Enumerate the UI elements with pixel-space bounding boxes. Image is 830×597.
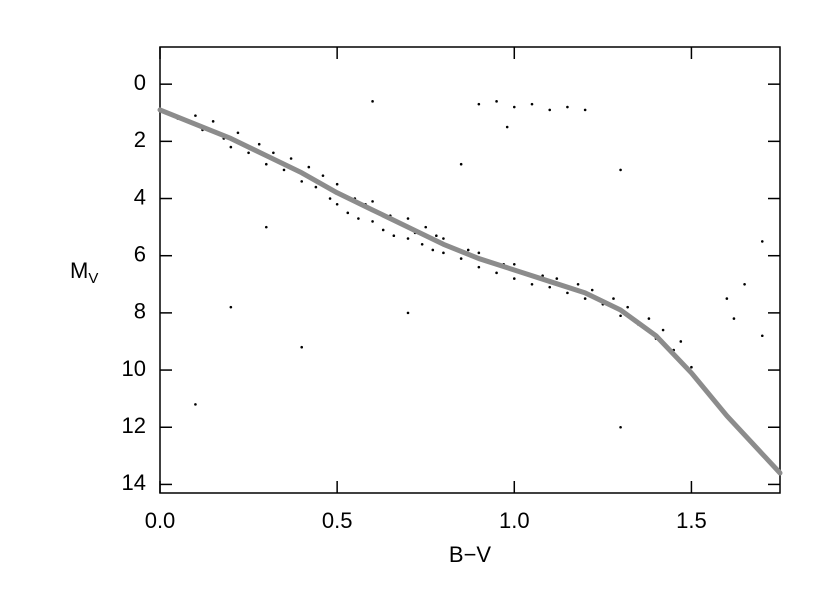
y-tick-label: 2 bbox=[134, 127, 146, 152]
star-point bbox=[435, 234, 438, 237]
star-point bbox=[300, 180, 304, 183]
star-point bbox=[371, 220, 374, 223]
star-point bbox=[612, 297, 615, 300]
y-tick-label: 12 bbox=[122, 413, 146, 438]
star-point bbox=[626, 305, 629, 309]
star-point bbox=[566, 105, 569, 109]
star-point bbox=[264, 162, 268, 166]
star-point bbox=[431, 248, 435, 252]
main-sequence-fit bbox=[157, 107, 783, 476]
star-point bbox=[583, 108, 587, 112]
star-point bbox=[590, 288, 594, 292]
star-point bbox=[555, 277, 559, 280]
star-point bbox=[236, 131, 240, 135]
star-point bbox=[690, 365, 693, 369]
star-point bbox=[530, 102, 534, 106]
star-point bbox=[566, 291, 569, 295]
star-point bbox=[760, 334, 764, 338]
y-axis-label: MV bbox=[70, 258, 98, 287]
star-point bbox=[371, 100, 374, 103]
star-point bbox=[477, 251, 481, 255]
y-tick-label: 4 bbox=[134, 184, 146, 209]
star-point bbox=[661, 328, 665, 332]
star-point bbox=[505, 125, 509, 129]
star-point bbox=[512, 105, 516, 109]
star-point bbox=[743, 282, 746, 286]
star-point bbox=[477, 102, 481, 106]
star-point bbox=[495, 100, 498, 103]
star-point bbox=[307, 165, 311, 169]
star-point bbox=[619, 314, 622, 318]
star-point bbox=[512, 277, 516, 280]
y-tick-label: 8 bbox=[134, 299, 146, 324]
x-tick-label: 0.5 bbox=[322, 508, 353, 533]
star-point bbox=[194, 403, 197, 406]
star-point bbox=[371, 200, 374, 203]
star-point bbox=[381, 228, 385, 232]
star-point bbox=[357, 217, 360, 220]
star-point bbox=[300, 345, 304, 349]
star-point bbox=[321, 174, 325, 177]
star-point bbox=[346, 211, 350, 215]
star-point bbox=[282, 168, 286, 172]
star-point bbox=[442, 251, 445, 255]
y-tick-label: 0 bbox=[134, 70, 146, 95]
star-point bbox=[732, 317, 736, 320]
star-point bbox=[459, 257, 463, 260]
star-point bbox=[335, 182, 339, 186]
x-tick-label: 1.0 bbox=[499, 508, 530, 533]
star-point bbox=[466, 248, 470, 252]
star-point bbox=[442, 237, 445, 240]
star-point bbox=[406, 311, 410, 315]
y-tick-label: 10 bbox=[122, 356, 146, 381]
star-point bbox=[392, 234, 396, 237]
star-point bbox=[512, 262, 516, 266]
star-point bbox=[725, 297, 729, 300]
star-point bbox=[328, 197, 332, 200]
plot-frame bbox=[159, 46, 781, 494]
y-tick-label: 14 bbox=[122, 470, 146, 495]
y-tick-label: 6 bbox=[134, 242, 146, 267]
star-point bbox=[247, 151, 250, 155]
star-point bbox=[647, 317, 651, 320]
star-point bbox=[619, 168, 622, 172]
star-point bbox=[264, 225, 268, 229]
star-point bbox=[420, 242, 424, 246]
star-point bbox=[314, 185, 318, 189]
star-point bbox=[424, 225, 428, 229]
star-point bbox=[194, 114, 197, 117]
star-point bbox=[548, 108, 552, 112]
star-point bbox=[406, 217, 410, 220]
y-axis-label-sub: V bbox=[88, 270, 98, 287]
star-point bbox=[679, 340, 683, 343]
star-point bbox=[477, 265, 481, 269]
star-point bbox=[619, 425, 622, 429]
star-point bbox=[576, 282, 580, 286]
star-point bbox=[229, 145, 233, 149]
y-axis-label-main: M bbox=[70, 258, 88, 283]
star-point bbox=[459, 162, 463, 166]
x-tick-label: 1.5 bbox=[676, 508, 707, 533]
star-point bbox=[530, 282, 534, 286]
x-tick-label: 0.0 bbox=[145, 508, 176, 533]
star-point bbox=[760, 240, 764, 243]
star-point bbox=[548, 285, 552, 289]
star-point bbox=[211, 120, 215, 123]
star-point bbox=[229, 305, 233, 309]
star-point bbox=[495, 271, 498, 275]
star-point bbox=[335, 202, 339, 206]
star-point bbox=[272, 151, 275, 155]
star-point bbox=[257, 142, 261, 146]
x-axis-label: B−V bbox=[449, 542, 492, 567]
star-point bbox=[406, 237, 410, 240]
star-point bbox=[289, 157, 293, 160]
star-point bbox=[583, 297, 587, 300]
